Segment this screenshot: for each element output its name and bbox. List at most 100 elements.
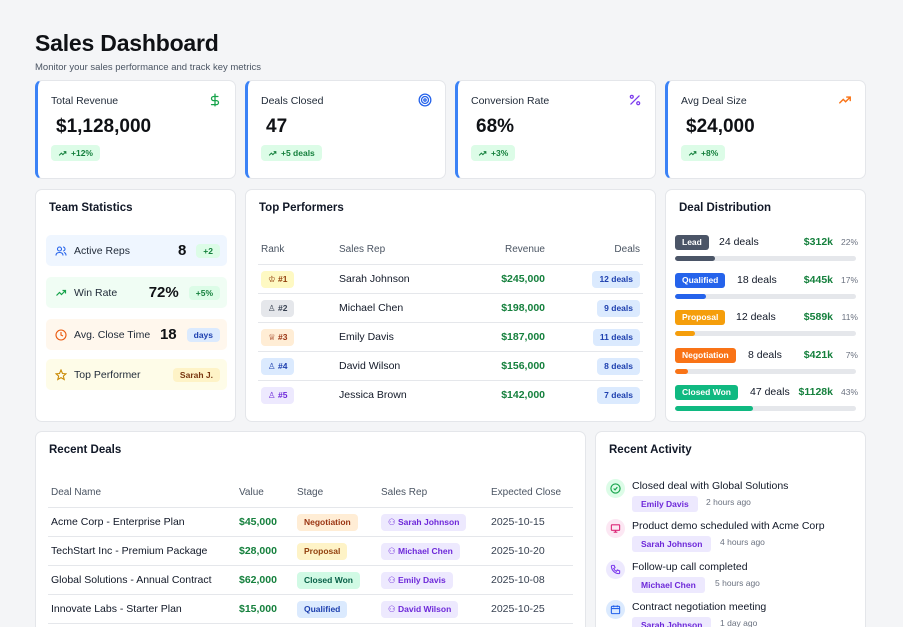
- column-header-sales-rep: Sales Rep: [381, 487, 428, 498]
- stage-badge: Closed Won: [675, 385, 738, 400]
- stage-progress-track: [675, 256, 856, 261]
- rep-name: Emily Davis: [339, 331, 394, 343]
- stage-percent: 43%: [840, 387, 858, 397]
- kpi-delta-text: +12%: [71, 148, 93, 158]
- dollar-icon: [210, 93, 220, 107]
- kpi-delta-badge: +12%: [51, 145, 100, 161]
- kpi-delta-badge: +8%: [681, 145, 726, 161]
- stage-percent: 7%: [845, 350, 858, 360]
- table-divider: [48, 507, 573, 508]
- deal-close-date: 2025-10-15: [491, 516, 545, 528]
- stage-count: 24 deals: [719, 236, 759, 248]
- rep-badge: ⚇ Emily Davis: [381, 572, 453, 589]
- deals-badge: 12 deals: [592, 271, 640, 288]
- column-header-revenue: Revenue: [504, 244, 545, 255]
- stage-badge: Proposal: [675, 310, 726, 325]
- medal-icon: ♙: [268, 361, 278, 371]
- table-divider: [258, 322, 643, 323]
- stage-count: 47 deals: [750, 386, 790, 398]
- medal-icon: ♙: [268, 303, 278, 313]
- presentation-icon: [606, 519, 625, 538]
- percent-icon: [629, 94, 641, 106]
- clock-icon: [55, 328, 67, 341]
- rank-badge: ♙ #5: [261, 387, 295, 404]
- stage-percent: 11%: [841, 312, 858, 322]
- page-header: Sales Dashboard Monitor your sales perfo…: [35, 30, 261, 73]
- kpi-label: Total Revenue: [51, 95, 119, 107]
- stage-count: 8 deals: [748, 349, 782, 361]
- activity-time: 5 hours ago: [715, 578, 760, 588]
- deal-close-date: 2025-10-25: [491, 603, 545, 615]
- star-icon: [55, 368, 67, 381]
- trending-up-icon: [56, 289, 67, 296]
- rep-badge: ⚇ David Wilson: [381, 601, 459, 618]
- rep-revenue: $198,000: [501, 302, 545, 314]
- table-divider: [48, 565, 573, 566]
- stat-badge: +2: [196, 243, 220, 258]
- rank-badge: ♕ #3: [261, 329, 295, 346]
- stat-top-performer: Top Performer Sarah J.: [46, 359, 227, 390]
- rep-name: David Wilson: [397, 604, 452, 614]
- stat-label: Top Performer: [74, 368, 141, 381]
- recent-activity-card: Recent Activity Closed deal with Global …: [595, 431, 866, 627]
- kpi-card-conversion-rate: Conversion Rate 68% +3%: [455, 80, 656, 179]
- deal-distribution-card: Deal Distribution Lead 24 deals $312k 22…: [665, 189, 866, 422]
- rank-badge: ♔ #1: [261, 271, 295, 288]
- rep-name: Sarah Johnson: [397, 517, 460, 527]
- kpi-delta-text: +3%: [491, 148, 509, 158]
- rank-text: #1: [277, 274, 288, 284]
- stage-badge: Qualified: [675, 273, 726, 288]
- deals-badge: 11 deals: [592, 329, 640, 346]
- deal-close-date: 2025-10-08: [491, 574, 545, 586]
- activity-time: 1 day ago: [720, 618, 758, 627]
- trending-up-icon: [688, 150, 697, 156]
- rep-name: Emily Davis: [397, 575, 446, 585]
- stage-badge: Proposal: [297, 543, 348, 560]
- card-title: Deal Distribution: [679, 202, 772, 214]
- page-subtitle: Monitor your sales performance and track…: [35, 62, 261, 73]
- table-divider: [258, 264, 643, 265]
- deal-name[interactable]: Global Solutions - Annual Contract: [51, 574, 212, 586]
- stage-badge: Negotiation: [297, 514, 358, 531]
- deal-value: $15,000: [239, 603, 277, 615]
- stage-badge: Closed Won: [297, 572, 360, 589]
- stat-value: 8: [177, 242, 187, 259]
- activity-title: Product demo scheduled with Acme Corp: [632, 520, 825, 532]
- deal-value: $28,000: [239, 545, 277, 557]
- deal-name[interactable]: TechStart Inc - Premium Package: [51, 545, 208, 557]
- table-divider: [48, 594, 573, 595]
- activity-user-badge: Emily Davis: [632, 496, 698, 512]
- rep-badge: ⚇ Sarah Johnson: [381, 514, 467, 531]
- column-header-sales-rep: Sales Rep: [339, 244, 386, 255]
- stage-progress-track: [675, 369, 856, 374]
- rank-badge: ♙ #2: [261, 300, 295, 317]
- deal-name[interactable]: Innovate Labs - Starter Plan: [51, 603, 182, 615]
- stat-win-rate: Win Rate 72% +5%: [46, 277, 227, 308]
- activity-user-badge: Sarah Johnson: [632, 536, 712, 552]
- rep-revenue: $142,000: [501, 389, 545, 401]
- column-header-expected-close: Expected Close: [491, 487, 562, 498]
- stat-value: 18: [159, 326, 177, 343]
- activity-user-badge: Michael Chen: [632, 577, 705, 593]
- card-title: Team Statistics: [49, 202, 133, 214]
- stage-badge: Qualified: [297, 601, 348, 618]
- stat-label: Win Rate: [74, 286, 118, 299]
- column-header-deals: Deals: [614, 244, 640, 255]
- rep-name: Jessica Brown: [339, 389, 407, 401]
- kpi-label: Avg Deal Size: [681, 95, 747, 107]
- user-icon: ⚇: [388, 546, 398, 556]
- target-icon: [418, 93, 432, 107]
- kpi-delta-badge: +3%: [471, 145, 516, 161]
- stage-badge: Lead: [675, 235, 709, 250]
- stage-badge: Negotiation: [675, 348, 736, 363]
- activity-user-badge: Sarah Johnson: [632, 617, 712, 627]
- deals-badge: 9 deals: [597, 300, 640, 317]
- kpi-delta-badge: +5 deals: [261, 145, 322, 161]
- team-statistics-card: Team Statistics Active Reps 8 +2 Win Rat…: [35, 189, 236, 422]
- activity-title: Contract negotiation meeting: [632, 601, 767, 613]
- stage-progress-fill: [675, 406, 753, 411]
- card-title: Top Performers: [259, 202, 344, 214]
- stage-amount: $312k: [803, 236, 833, 248]
- stage-amount: $421k: [803, 349, 833, 361]
- deal-name[interactable]: Acme Corp - Enterprise Plan: [51, 516, 185, 528]
